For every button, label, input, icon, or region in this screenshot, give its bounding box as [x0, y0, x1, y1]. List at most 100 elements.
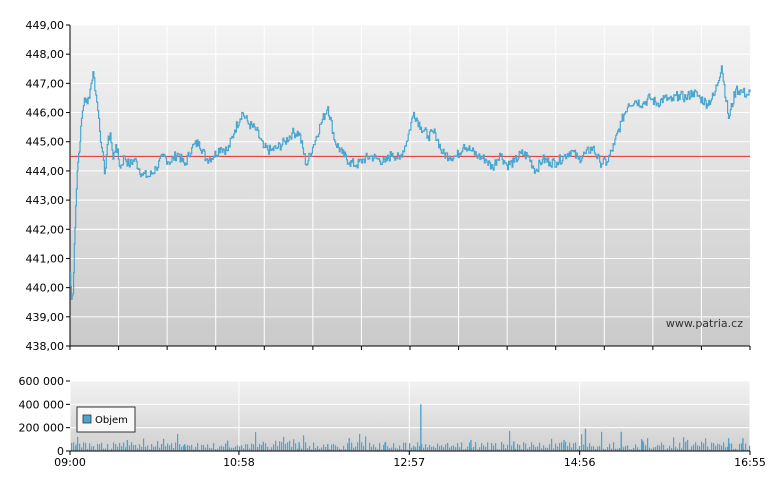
volume-bar-minor	[381, 449, 383, 451]
volume-bar-minor	[71, 442, 73, 451]
volume-y-tick-label: 0	[57, 445, 64, 458]
volume-bar-minor	[473, 446, 475, 451]
volume-bar	[412, 445, 415, 451]
volume-bar-minor	[689, 449, 691, 451]
volume-bar-minor	[91, 446, 93, 451]
volume-bar-minor	[521, 449, 523, 451]
volume-bar-minor	[359, 433, 361, 451]
volume-bar-minor	[721, 445, 723, 451]
volume-bar-minor	[497, 449, 499, 451]
volume-bar-minor	[125, 447, 127, 451]
volume-bar-minor	[193, 449, 195, 451]
volume-bar-minor	[595, 448, 597, 451]
volume-bar-minor	[153, 446, 155, 451]
volume-bar-minor	[741, 443, 743, 451]
volume-bar	[327, 444, 329, 451]
price-y-tick-label: 440,00	[26, 282, 65, 295]
volume-bar-minor	[547, 447, 549, 451]
volume-bar-minor	[549, 444, 551, 451]
volume-bar-minor	[219, 446, 221, 451]
volume-bar-minor	[659, 445, 661, 451]
volume-bar-minor	[469, 442, 471, 451]
volume-bar-minor	[441, 445, 443, 451]
volume-bar-minor	[459, 447, 461, 451]
volume-bar-minor	[559, 442, 561, 451]
volume-bar-minor	[209, 447, 211, 451]
volume-bar-minor	[205, 447, 207, 451]
volume-bar-minor	[693, 444, 695, 451]
volume-bar-minor	[135, 444, 137, 451]
volume-bar-minor	[213, 443, 215, 451]
volume-bar-minor	[657, 445, 659, 451]
volume-bar-minor	[429, 445, 431, 451]
volume-bar-minor	[727, 446, 729, 451]
price-y-tick-label: 447,00	[26, 77, 65, 90]
volume-bar	[420, 404, 422, 451]
volume-bar-minor	[281, 442, 283, 451]
volume-bar-minor	[345, 449, 347, 451]
volume-bar-minor	[151, 443, 153, 451]
volume-bar	[183, 444, 186, 451]
volume-bar-minor	[157, 441, 159, 451]
volume-bar-minor	[375, 447, 377, 451]
volume-bar-minor	[667, 448, 669, 451]
volume-bar-minor	[197, 443, 199, 451]
price-y-tick-label: 443,00	[26, 194, 65, 207]
volume-bar-minor	[523, 442, 525, 451]
volume-bar-minor	[347, 443, 349, 451]
volume-bar-minor	[397, 448, 399, 451]
volume-bar-minor	[711, 442, 713, 451]
volume-bar-minor	[619, 448, 621, 451]
volume-bar-minor	[691, 446, 693, 451]
volume-bar-minor	[407, 449, 409, 451]
volume-bar-minor	[109, 449, 111, 451]
volume-bar-minor	[499, 449, 501, 451]
volume-bar-minor	[669, 445, 671, 451]
volume-bar-minor	[383, 445, 385, 451]
volume-bar-minor	[651, 448, 653, 451]
volume-bar-minor	[259, 443, 261, 451]
volume-bar-minor	[161, 443, 163, 451]
volume-bar-minor	[187, 444, 189, 451]
price-y-tick-label: 446,00	[26, 107, 65, 120]
volume-bar-minor	[403, 442, 405, 451]
volume-bar-minor	[463, 449, 465, 451]
volume-bar-minor	[305, 442, 307, 451]
volume-bar-minor	[531, 442, 533, 451]
volume-bar-minor	[543, 445, 545, 451]
volume-bar-minor	[233, 447, 235, 451]
volume-bar-minor	[409, 443, 411, 451]
volume-bar-minor	[613, 442, 615, 451]
volume-bar	[513, 441, 515, 451]
volume-bar-minor	[443, 447, 445, 451]
volume-bar-minor	[115, 444, 117, 451]
volume-bar-minor	[445, 444, 447, 451]
volume-bar-minor	[683, 437, 685, 451]
volume-bar-minor	[293, 439, 295, 451]
volume-bar-minor	[733, 448, 735, 451]
volume-bar-minor	[703, 443, 705, 451]
price-y-tick-label: 445,00	[26, 136, 65, 149]
volume-bar-minor	[141, 446, 143, 451]
volume-bar	[642, 440, 644, 451]
volume-bars-minor	[71, 431, 751, 451]
volume-bar-minor	[739, 443, 741, 451]
volume-bar-minor	[467, 446, 469, 451]
volume-bar-minor	[225, 443, 227, 451]
volume-legend: Objem	[76, 406, 136, 433]
volume-x-tick-label: 10:58	[223, 456, 255, 469]
watermark: www.patria.cz	[666, 317, 743, 330]
volume-bar	[348, 438, 350, 451]
volume-bar-minor	[623, 447, 625, 451]
volume-bar-minor	[175, 442, 177, 451]
volume-bar-minor	[321, 447, 323, 451]
volume-bar-minor	[139, 444, 141, 451]
volume-bar-minor	[119, 443, 121, 451]
volume-bar-minor	[583, 444, 585, 451]
volume-bar-minor	[495, 443, 497, 451]
volume-bar	[226, 440, 229, 451]
volume-bar-minor	[415, 447, 417, 451]
volume-bar-minor	[715, 445, 717, 451]
volume-bar-minor	[519, 445, 521, 451]
